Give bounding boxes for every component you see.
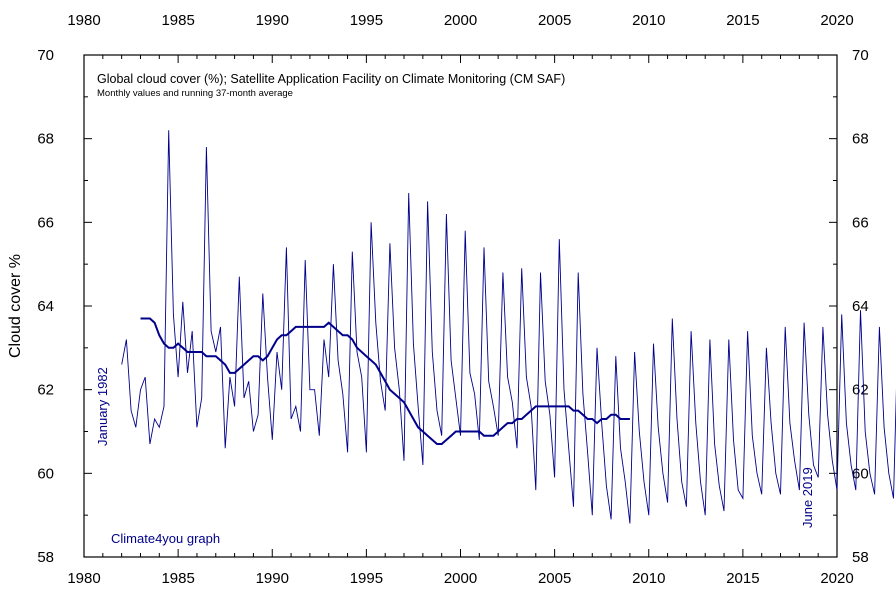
y-tick-label-left: 58 — [37, 549, 54, 566]
chart-title: Global cloud cover (%); Satellite Applic… — [97, 72, 565, 86]
y-tick-label-left: 66 — [37, 214, 54, 231]
x-tick-label-bottom: 2005 — [538, 570, 571, 587]
x-tick-label-top: 2010 — [632, 12, 665, 29]
x-tick-label-top: 2015 — [726, 12, 759, 29]
y-tick-label-right: 66 — [852, 214, 869, 231]
x-tick-label-top: 1980 — [67, 12, 100, 29]
x-tick-label-bottom: 2000 — [444, 570, 477, 587]
x-tick-label-top: 1990 — [256, 12, 289, 29]
x-tick-label-top: 2020 — [820, 12, 853, 29]
running-average-line — [140, 317, 630, 445]
y-tick-label-left: 60 — [37, 465, 54, 482]
x-tick-label-top: 2000 — [444, 12, 477, 29]
x-tick-label-bottom: 1980 — [67, 570, 100, 587]
credit-label: Climate4you graph — [111, 531, 220, 546]
x-tick-label-bottom: 1985 — [161, 570, 194, 587]
monthly-values-line — [121, 130, 896, 524]
y-tick-label-left: 64 — [37, 298, 54, 315]
x-tick-label-bottom: 1990 — [256, 570, 289, 587]
y-tick-label-right: 70 — [852, 47, 869, 64]
x-tick-label-bottom: 2020 — [820, 570, 853, 587]
y-tick-label-right: 58 — [852, 549, 869, 566]
y-tick-label-right: 64 — [852, 298, 869, 315]
y-tick-label-left: 70 — [37, 47, 54, 64]
x-tick-label-top: 1995 — [350, 12, 383, 29]
x-tick-label-top: 2005 — [538, 12, 571, 29]
y-tick-label-left: 68 — [37, 131, 54, 148]
x-tick-label-bottom: 2010 — [632, 570, 665, 587]
y-tick-label-right: 62 — [852, 382, 869, 399]
y-tick-label-right: 60 — [852, 465, 869, 482]
plot-frame — [83, 54, 838, 558]
end-date-label: June 2019 — [800, 467, 815, 528]
chart-subtitle: Monthly values and running 37-month aver… — [97, 88, 293, 99]
axis-ticks — [83, 54, 838, 558]
y-tick-label-right: 68 — [852, 131, 869, 148]
x-tick-label-top: 1985 — [161, 12, 194, 29]
y-tick-label-left: 62 — [37, 382, 54, 399]
x-tick-label-bottom: 1995 — [350, 570, 383, 587]
y-axis-label: Cloud cover % — [7, 254, 24, 358]
x-tick-label-bottom: 2015 — [726, 570, 759, 587]
start-date-label: January 1982 — [95, 367, 110, 446]
